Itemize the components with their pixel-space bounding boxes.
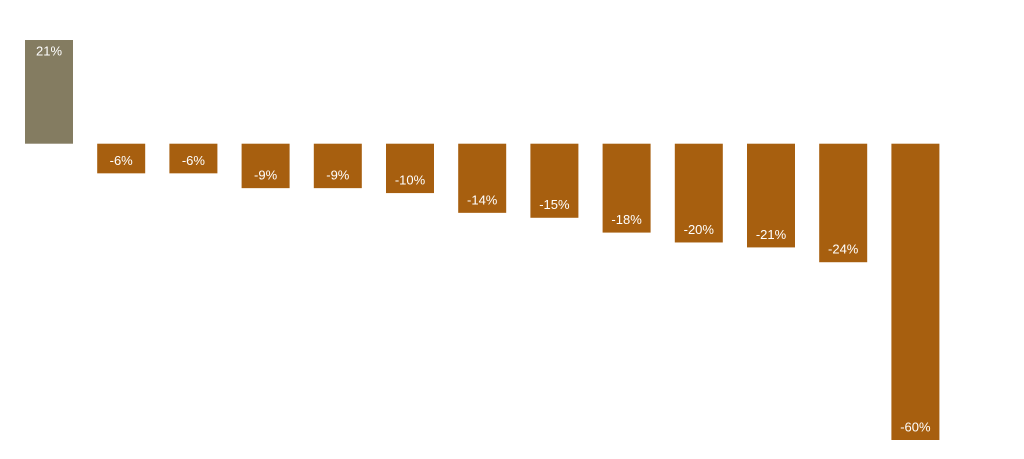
data-label: -14%: [467, 192, 498, 207]
bar: [891, 143, 940, 440]
bar: [602, 143, 651, 233]
data-label: -9%: [254, 168, 278, 183]
data-label: -60%: [900, 419, 931, 434]
data-label: 21%: [36, 43, 62, 58]
bar: [169, 143, 218, 174]
data-label: -18%: [611, 212, 642, 227]
bar: [241, 143, 290, 189]
data-label: -15%: [539, 197, 570, 212]
data-label: -21%: [756, 227, 787, 242]
data-label: -6%: [110, 153, 134, 168]
data-label: -20%: [684, 222, 715, 237]
data-label: -10%: [395, 173, 426, 188]
bar: [386, 143, 434, 194]
bar: [97, 143, 146, 174]
bar: [819, 143, 868, 263]
data-label: -9%: [326, 168, 350, 183]
data-label: -24%: [828, 242, 859, 257]
bar: [674, 143, 723, 243]
bar: [458, 143, 507, 213]
bar: [25, 40, 73, 144]
bar: [313, 143, 362, 189]
data-label: -6%: [182, 153, 206, 168]
bar: [530, 143, 579, 218]
bar: [747, 143, 795, 248]
